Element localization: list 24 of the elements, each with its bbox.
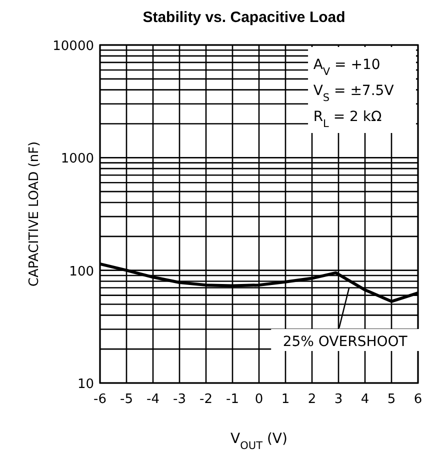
x-tick-label: -4 [146, 392, 160, 407]
x-tick-label: -6 [94, 392, 106, 407]
annotation: R$_{L}$ = 2 kΩ [313, 109, 382, 130]
x-tick-label: -5 [120, 392, 133, 407]
x-tick-label: -3 [173, 392, 186, 407]
y-tick-label: 100 [69, 264, 94, 280]
x-tick-label: 5 [387, 392, 396, 407]
chart-title: Stability vs. Capacitive Load [142, 9, 346, 26]
y-axis-title: CAPACITIVE LOAD (nF) [27, 141, 42, 287]
x-tick-label: -2 [200, 392, 212, 407]
x-tick-label: 6 [414, 392, 422, 407]
x-tick-label: 1 [281, 392, 290, 407]
y-tick-label: 10 [77, 377, 94, 392]
x-tick-label: 3 [334, 392, 343, 407]
x-axis-title: V$_{OUT}$ (V) [230, 431, 288, 452]
annotation: 25% OVERSHOOT [282, 334, 408, 350]
x-tick-label: 2 [308, 392, 316, 407]
y-tick-label: 1000 [60, 152, 94, 167]
y-tick-label: 10000 [52, 39, 94, 54]
x-tick-label: -1 [226, 392, 239, 407]
x-tick-label: 4 [360, 392, 370, 407]
annotation: V$_{S}$ = ±7.5V [313, 83, 394, 104]
annotation: A$_{V}$ = +10 [313, 57, 380, 78]
x-tick-label: 0 [254, 392, 264, 407]
